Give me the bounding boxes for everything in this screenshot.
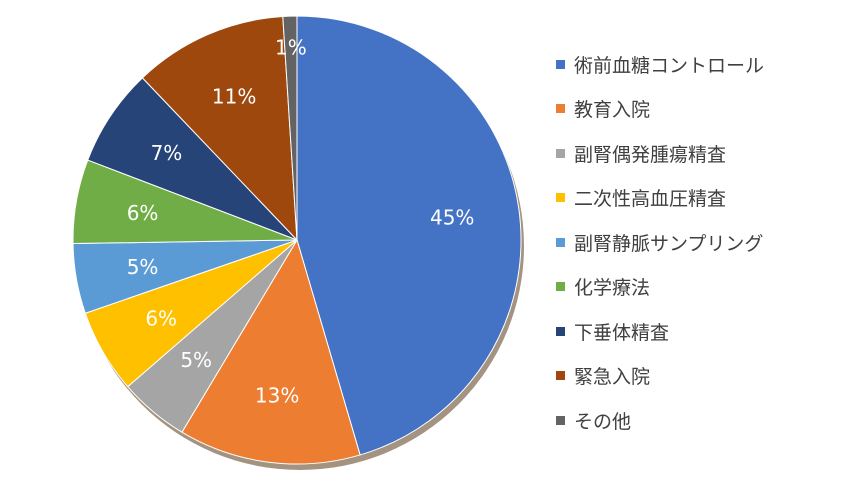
legend-item-2: 副腎偶発腫瘍精査 bbox=[556, 131, 846, 176]
data-label-2: 5% bbox=[180, 348, 212, 372]
legend-swatch-3 bbox=[556, 193, 565, 203]
legend-item-1: 教育入院 bbox=[556, 87, 846, 132]
pie-data-labels: 45%13%5%6%5%6%7%11%1% bbox=[127, 35, 475, 407]
data-label-7: 11% bbox=[212, 84, 256, 108]
legend-label-6: 下垂体精査 bbox=[574, 321, 670, 344]
legend-item-6: 下垂体精査 bbox=[556, 309, 846, 354]
legend-label-1: 教育入院 bbox=[574, 99, 651, 122]
pie-slice-0 bbox=[296, 15, 522, 456]
legend-swatch-4 bbox=[556, 237, 565, 247]
legend-swatch-1 bbox=[556, 104, 565, 114]
data-label-1: 13% bbox=[255, 384, 299, 408]
legend-label-0: 術前血糖コントロール bbox=[574, 54, 765, 77]
legend-item-5: 化学療法 bbox=[556, 265, 846, 310]
legend-item-7: 緊急入院 bbox=[556, 354, 846, 399]
legend-label-8: その他 bbox=[574, 410, 632, 433]
data-label-0: 45% bbox=[430, 206, 474, 230]
legend-item-3: 二次性高血圧精査 bbox=[556, 176, 846, 221]
pie-slice-7 bbox=[141, 15, 298, 242]
data-label-8: 1% bbox=[275, 35, 307, 59]
legend-swatch-0 bbox=[556, 59, 565, 69]
pie-slices bbox=[72, 15, 522, 465]
legend-swatch-8 bbox=[556, 415, 565, 425]
legend-swatch-5 bbox=[556, 282, 565, 292]
legend-item-8: その他 bbox=[556, 398, 846, 443]
legend-label-2: 副腎偶発腫瘍精査 bbox=[574, 143, 727, 166]
legend-swatch-7 bbox=[556, 371, 565, 381]
legend-label-3: 二次性高血圧精査 bbox=[574, 188, 727, 211]
legend-item-4: 副腎静脈サンプリング bbox=[556, 220, 846, 265]
legend-label-5: 化学療法 bbox=[574, 277, 651, 300]
pie-slice-1 bbox=[181, 238, 361, 465]
data-label-5: 6% bbox=[127, 201, 159, 225]
legend-label-4: 副腎静脈サンプリング bbox=[574, 232, 764, 255]
data-label-4: 5% bbox=[127, 255, 159, 279]
legend-swatch-2 bbox=[556, 148, 565, 158]
legend: 術前血糖コントロール 教育入院副腎偶発腫瘍精査 二次性高血圧精査副腎静脈サンプリング… bbox=[556, 42, 846, 443]
pie-slice-8 bbox=[282, 15, 298, 241]
legend-swatch-6 bbox=[556, 326, 565, 336]
legend-label-7: 緊急入院 bbox=[574, 366, 651, 389]
data-label-6: 7% bbox=[151, 141, 183, 165]
legend-item-0: 術前血糖コントロール bbox=[556, 42, 846, 87]
data-label-3: 6% bbox=[145, 306, 177, 330]
